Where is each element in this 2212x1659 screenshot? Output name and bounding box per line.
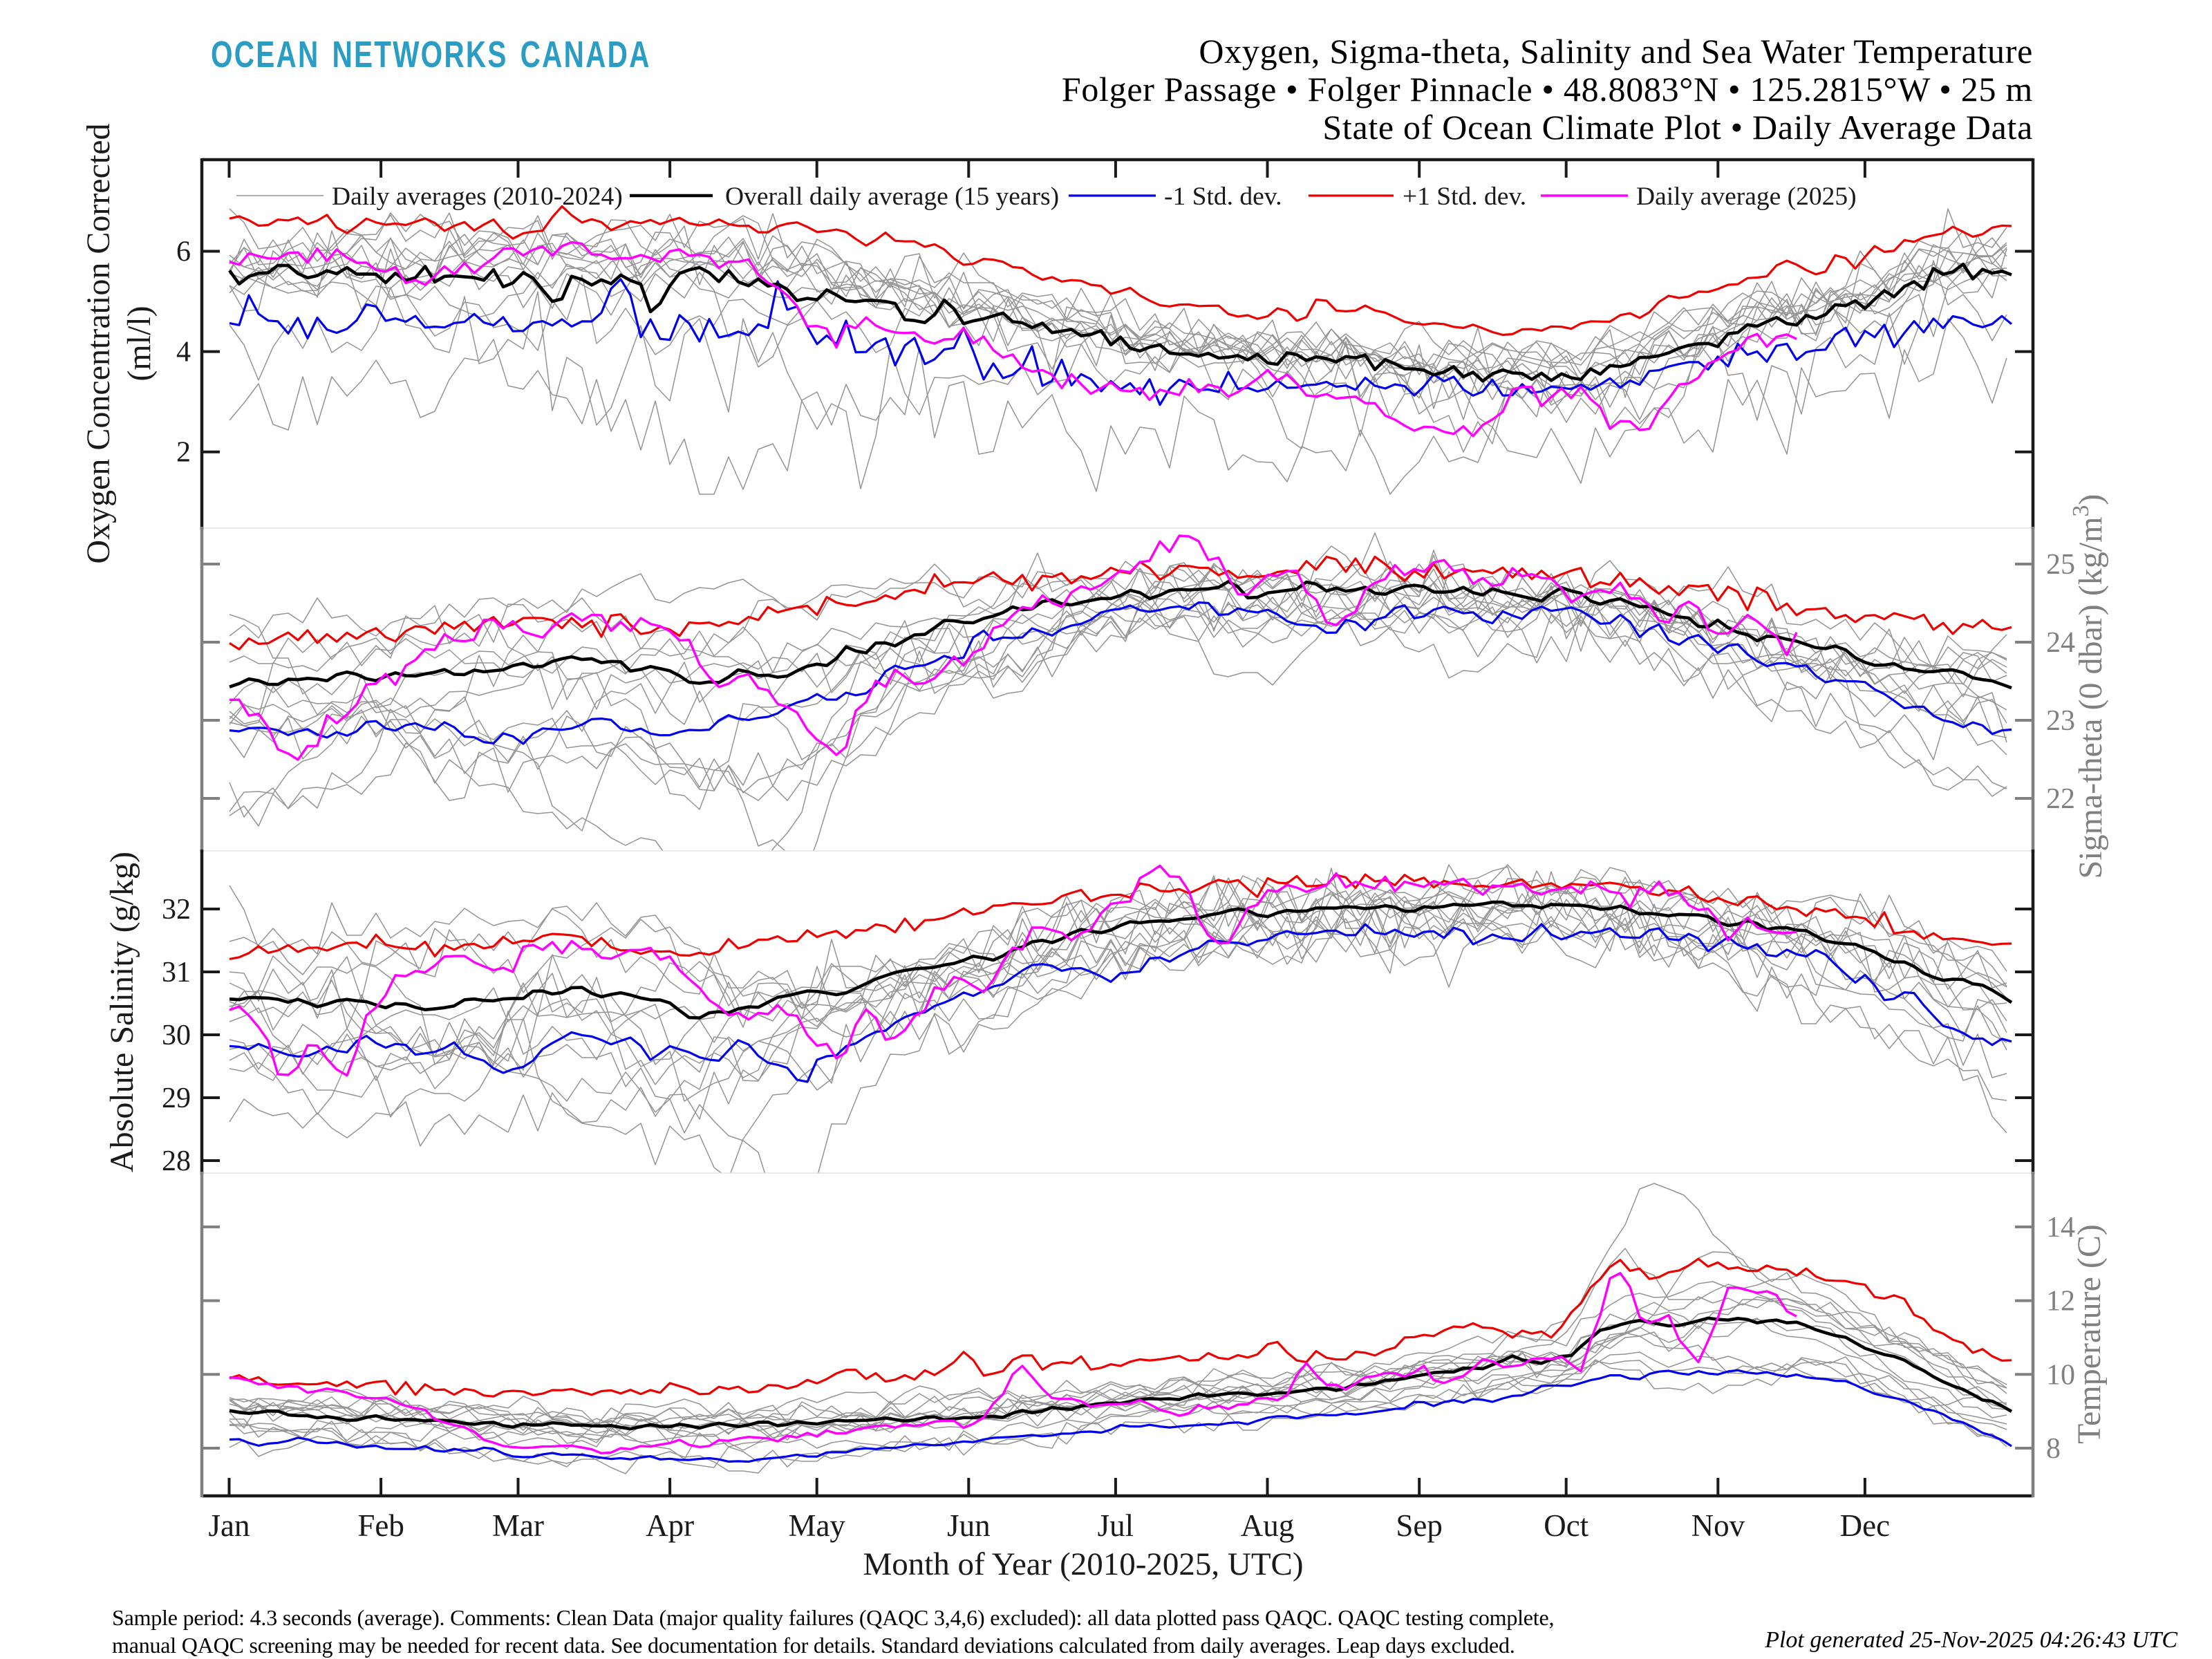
- svg-text:24: 24: [2046, 627, 2075, 659]
- svg-text:10: 10: [2046, 1359, 2075, 1391]
- svg-text:State of Ocean Climate Plot •: State of Ocean Climate Plot • Daily Aver…: [1322, 108, 2033, 147]
- svg-text:Oct: Oct: [1544, 1508, 1588, 1543]
- svg-text:22: 22: [2046, 783, 2075, 815]
- svg-text:Sample period: 4.3 seconds (av: Sample period: 4.3 seconds (average). Co…: [112, 1605, 1554, 1630]
- svg-text:2: 2: [176, 437, 191, 469]
- svg-text:Dec: Dec: [1840, 1508, 1890, 1543]
- svg-text:32: 32: [162, 894, 191, 926]
- svg-text:-1 Std. dev.: -1 Std. dev.: [1164, 182, 1282, 211]
- svg-text:Jan: Jan: [209, 1508, 250, 1543]
- svg-text:manual QAQC screening may be n: manual QAQC screening may be needed for …: [112, 1633, 1515, 1658]
- svg-text:Nov: Nov: [1691, 1508, 1745, 1543]
- svg-text:+1 Std. dev.: +1 Std. dev.: [1403, 182, 1526, 211]
- svg-text:8: 8: [2046, 1433, 2061, 1465]
- svg-text:Temperature (C): Temperature (C): [2071, 1224, 2108, 1444]
- svg-text:May: May: [788, 1508, 845, 1543]
- svg-text:(ml/l): (ml/l): [121, 306, 158, 381]
- svg-text:Daily averages (2010-2024): Daily averages (2010-2024): [332, 182, 623, 211]
- svg-text:23: 23: [2046, 705, 2075, 737]
- svg-text:Month of Year (2010-2025, UTC): Month of Year (2010-2025, UTC): [863, 1546, 1303, 1582]
- svg-text:6: 6: [176, 236, 191, 268]
- svg-text:4: 4: [176, 337, 191, 368]
- svg-text:Absolute Salinity (g/kg): Absolute Salinity (g/kg): [104, 852, 140, 1172]
- svg-text:Plot generated 25-Nov-2025 04:: Plot generated 25-Nov-2025 04:26:43 UTC: [1764, 1627, 2177, 1653]
- svg-text:28: 28: [162, 1145, 191, 1177]
- svg-text:Jun: Jun: [947, 1508, 991, 1543]
- svg-text:Sep: Sep: [1396, 1508, 1443, 1543]
- svg-text:Aug: Aug: [1241, 1508, 1295, 1543]
- svg-text:14: 14: [2046, 1212, 2075, 1244]
- svg-text:Daily average (2025): Daily average (2025): [1636, 182, 1857, 211]
- svg-text:Overall daily average (15 year: Overall daily average (15 years): [725, 182, 1059, 211]
- svg-text:30: 30: [162, 1020, 191, 1051]
- svg-text:25: 25: [2046, 549, 2075, 581]
- svg-text:Sigma-theta (0 dbar) (kg/m3): Sigma-theta (0 dbar) (kg/m3): [2068, 494, 2109, 879]
- svg-text:Feb: Feb: [357, 1508, 404, 1543]
- svg-text:29: 29: [162, 1082, 191, 1114]
- svg-text:Oxygen, Sigma-theta, Salinity: Oxygen, Sigma-theta, Salinity and Sea Wa…: [1199, 32, 2033, 71]
- svg-text:Folger Passage • Folger Pinnac: Folger Passage • Folger Pinnacle • 48.80…: [1062, 70, 2033, 109]
- svg-text:Apr: Apr: [646, 1508, 694, 1543]
- svg-text:OCEAN NETWORKS CANADA: OCEAN NETWORKS CANADA: [211, 34, 651, 75]
- svg-text:Oxygen Concentration Corrected: Oxygen Concentration Corrected: [80, 123, 117, 563]
- svg-text:12: 12: [2046, 1286, 2075, 1318]
- svg-text:Jul: Jul: [1098, 1508, 1134, 1543]
- svg-text:Mar: Mar: [492, 1508, 544, 1543]
- svg-text:31: 31: [162, 957, 191, 988]
